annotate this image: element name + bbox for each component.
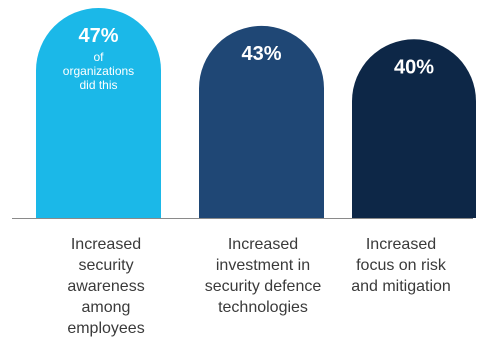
bar-3: [352, 39, 476, 218]
category-label-line: Increased: [227, 236, 299, 253]
category-label-line: focus on risk: [356, 257, 446, 274]
value-label-2: 43%: [241, 43, 281, 65]
category-label-line: among: [81, 299, 131, 316]
value-label-3: 40%: [394, 56, 434, 78]
value-label-1: 47%: [78, 25, 118, 47]
category-label-line: employees: [67, 320, 145, 337]
category-label-line: Increased: [70, 236, 142, 253]
category-label-line: awareness: [67, 278, 145, 295]
bar-2: [199, 25, 324, 218]
category-label-line: and mitigation: [351, 278, 451, 295]
category-label-line: technologies: [218, 299, 308, 316]
category-label-line: Increased: [365, 236, 437, 253]
bar-1: [36, 8, 161, 219]
category-label-1: Increased security awareness among employees: [36, 234, 176, 339]
bar-annotation-line: did this: [79, 78, 117, 92]
category-label-line: security: [78, 257, 134, 274]
bar-annotation-line: of: [93, 50, 104, 64]
bar-annotation-line: organizations: [63, 64, 134, 78]
category-label-line: investment in: [215, 257, 311, 274]
category-label-3: Increased focus on risk and mitigation: [331, 234, 471, 297]
category-label-line: security defence: [204, 278, 322, 295]
category-label-2: Increased investment in security defence te…: [193, 234, 333, 318]
